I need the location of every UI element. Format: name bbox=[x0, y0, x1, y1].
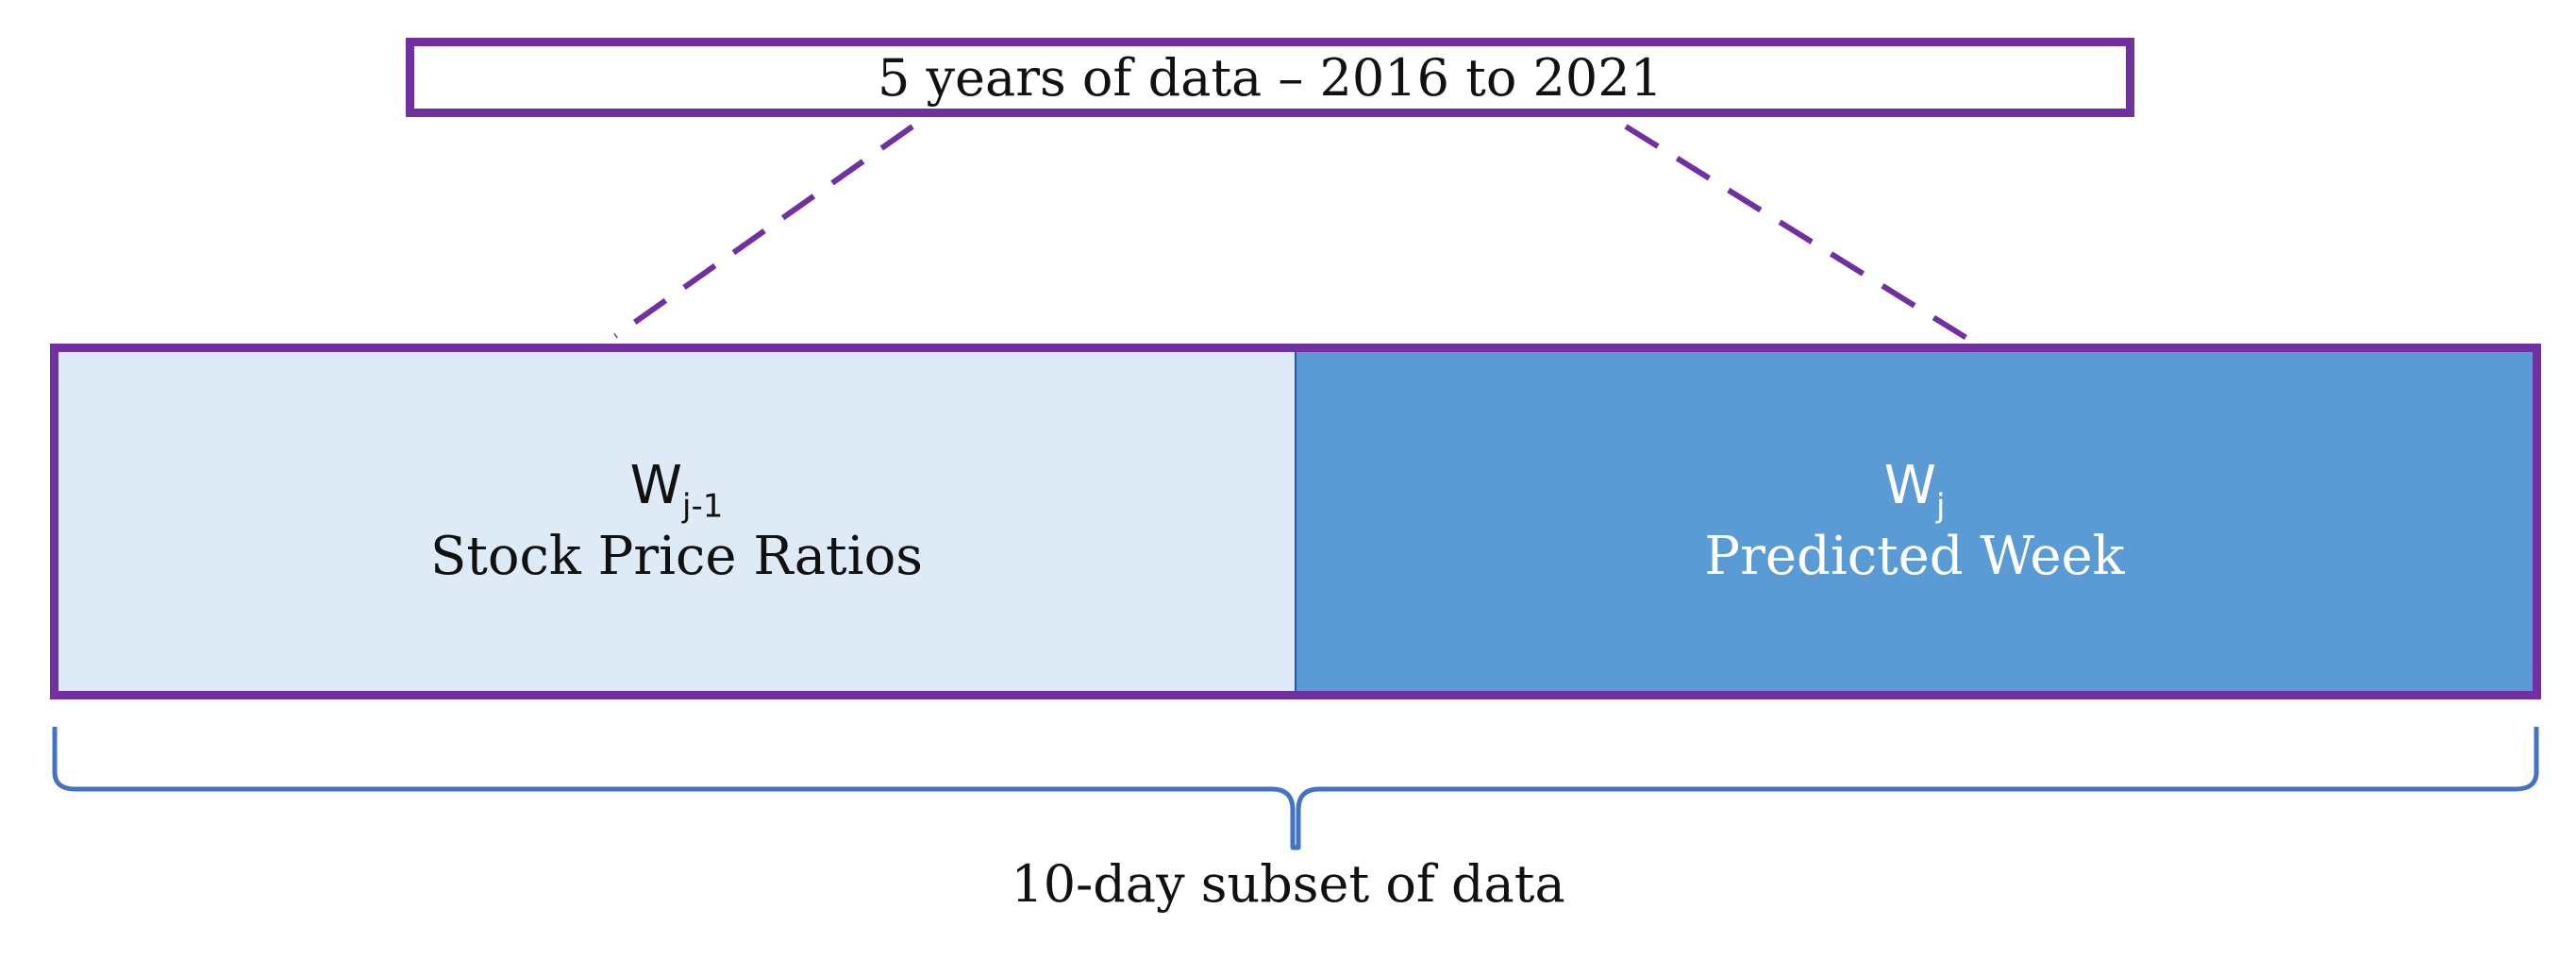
input-week-segment: Wj-1 Stock Price Ratios bbox=[59, 352, 1296, 691]
predicted-week-symbol: Wj bbox=[1884, 455, 1946, 525]
input-week-symbol: Wj-1 bbox=[630, 455, 724, 525]
predicted-week-symbol-base: W bbox=[1883, 455, 1936, 517]
input-week-label: Stock Price Ratios bbox=[429, 525, 924, 587]
subset-label: 10-day subset of data bbox=[1011, 854, 1565, 914]
input-week-symbol-subscript: j-1 bbox=[682, 487, 724, 526]
left-zoom-dashed-line bbox=[613, 124, 914, 339]
predicted-week-symbol-subscript: j bbox=[1935, 487, 1946, 526]
right-zoom-dashed-line bbox=[1624, 124, 1981, 348]
full-dataset-box: 5 years of data – 2016 to 2021 bbox=[406, 38, 2134, 117]
curly-brace bbox=[52, 727, 2539, 850]
input-week-symbol-base: W bbox=[629, 455, 682, 517]
predicted-week-label: Predicted Week bbox=[1704, 525, 2125, 587]
full-dataset-label: 5 years of data – 2016 to 2021 bbox=[878, 47, 1663, 108]
ten-day-window-box: Wj-1 Stock Price Ratios Wj Predicted Wee… bbox=[50, 344, 2541, 699]
predicted-week-segment: Wj Predicted Week bbox=[1296, 352, 2533, 691]
